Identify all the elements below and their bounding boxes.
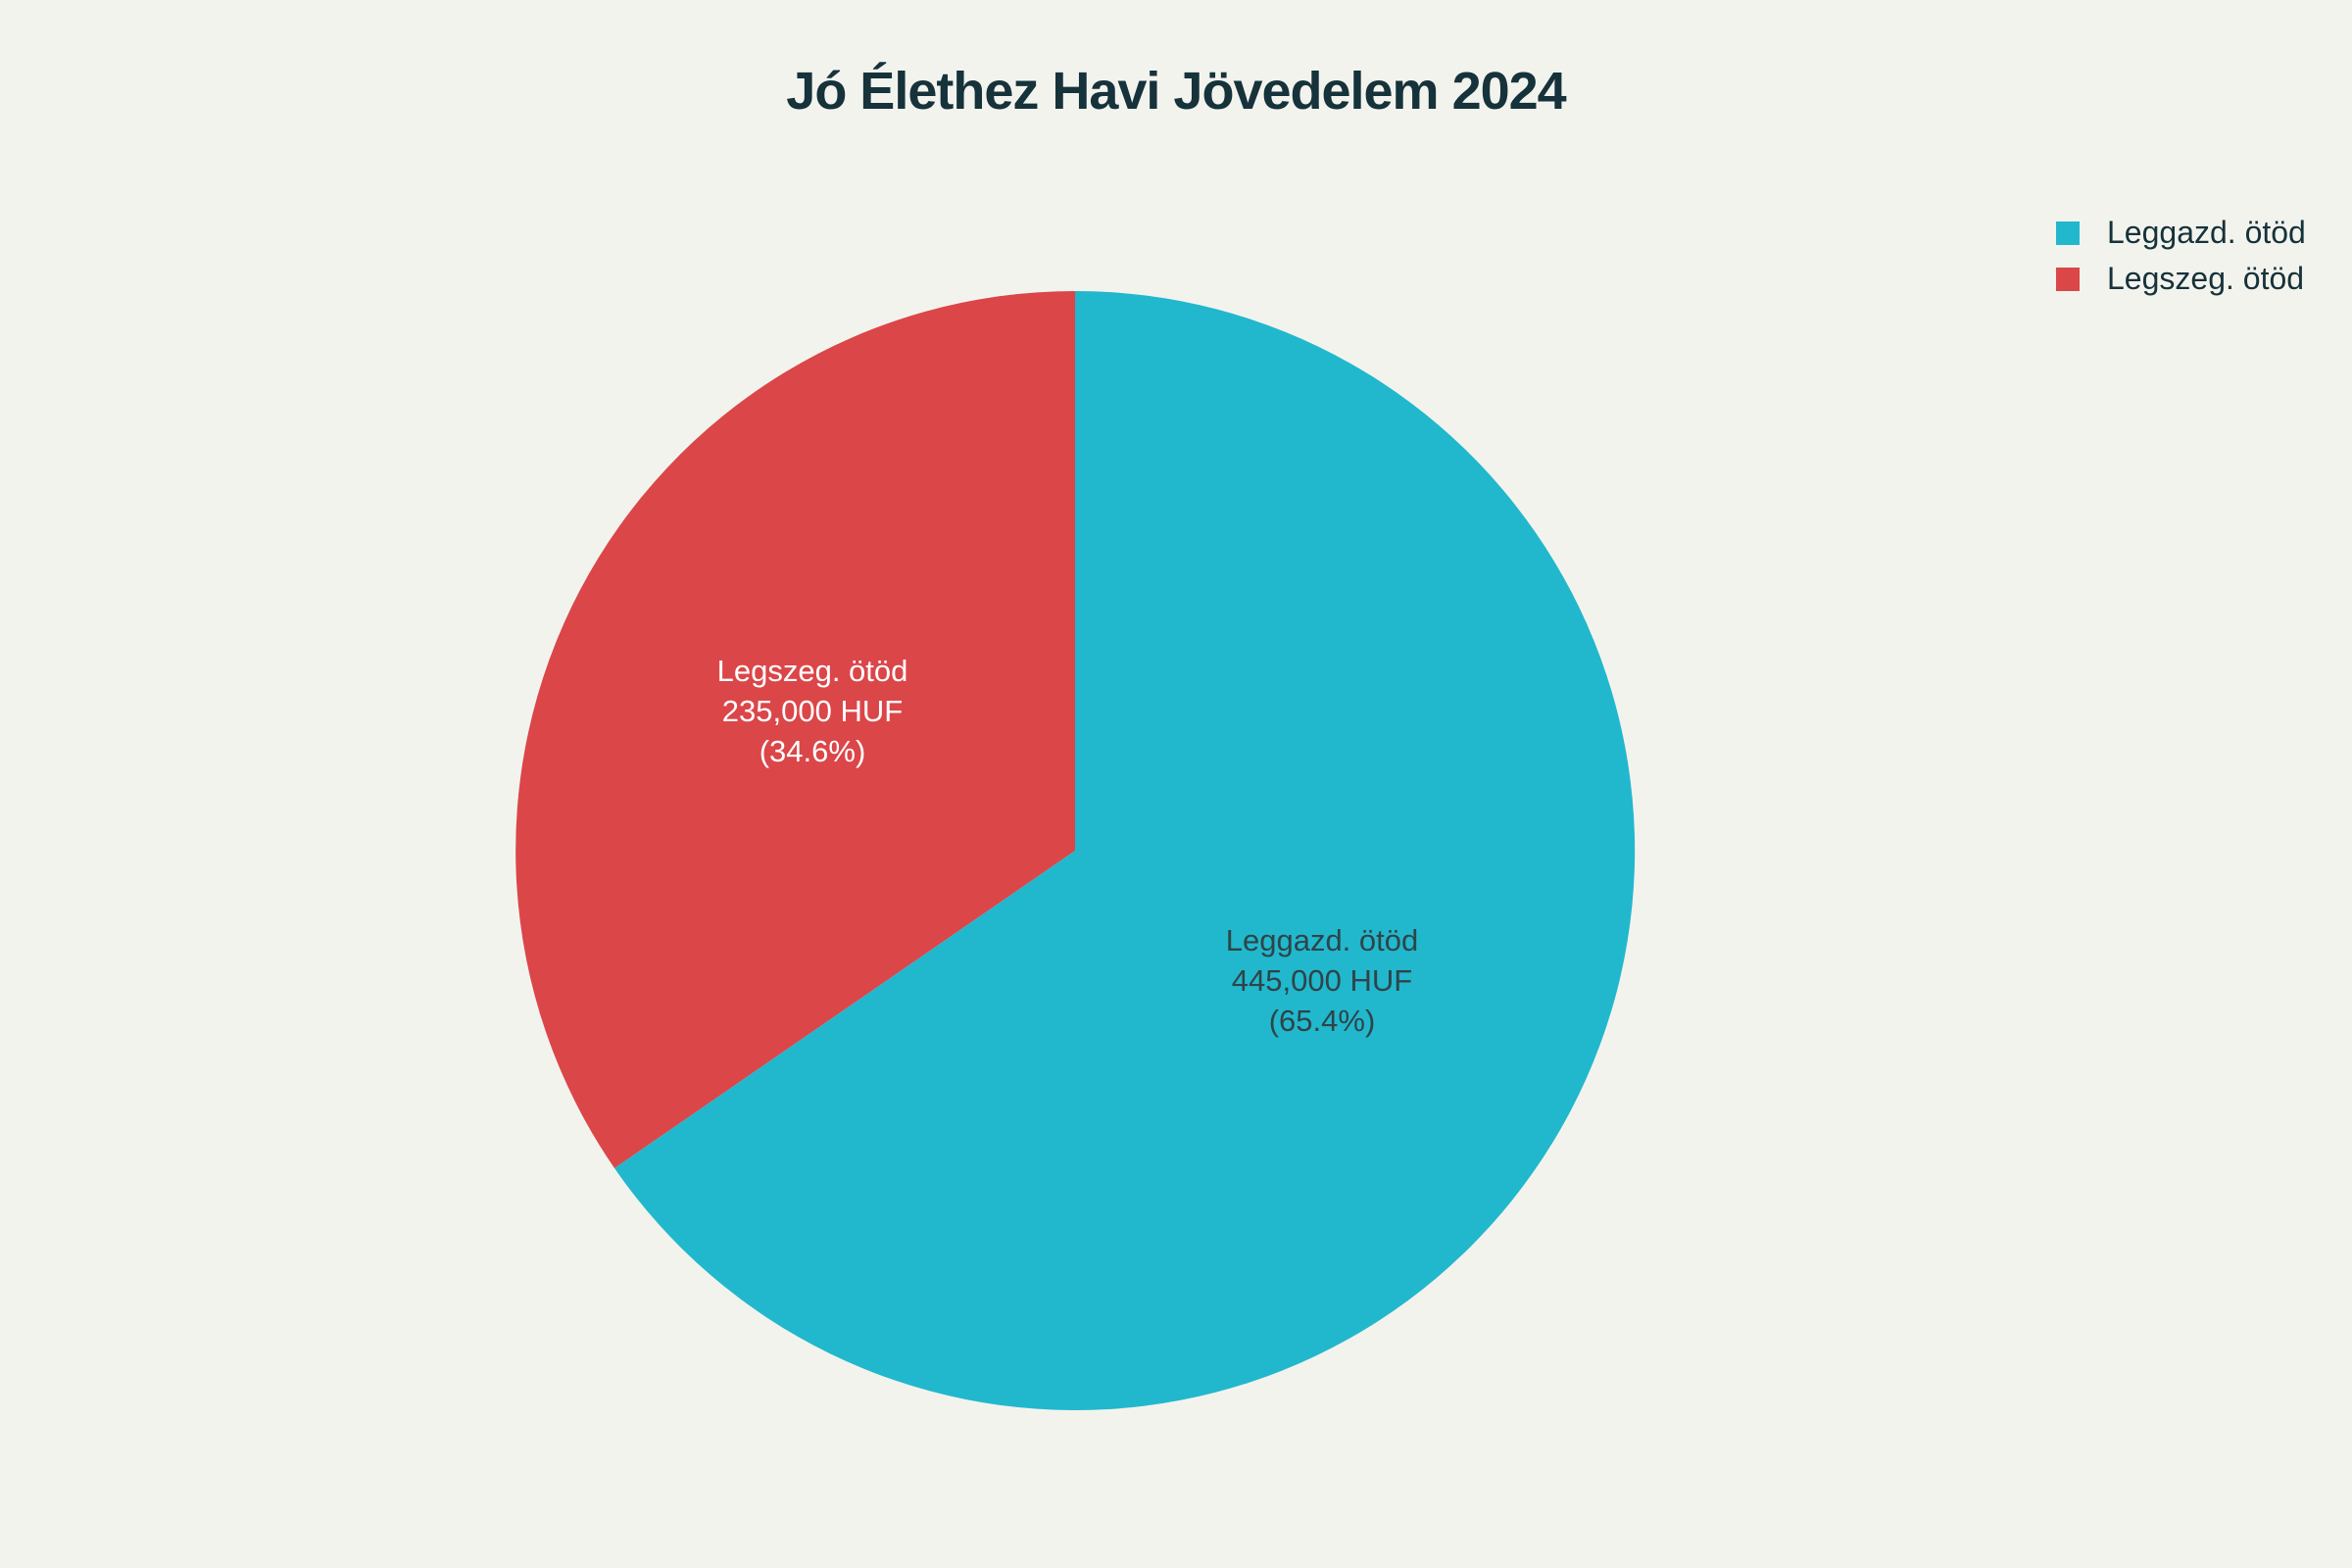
- legend-item-legszeg[interactable]: Legszeg. ötöd: [2056, 256, 2306, 302]
- slice-label-leggazd: Leggazd. ötöd 445,000 HUF (65.4%): [1226, 920, 1419, 1041]
- slice-value: 235,000 HUF: [721, 694, 904, 728]
- pie-slice-leggazd[interactable]: [614, 290, 1636, 1410]
- chart-title: Jó Élethez Havi Jövedelem 2024: [786, 62, 1566, 121]
- slice-value: 445,000 HUF: [1231, 963, 1413, 998]
- slice-label-legszeg: Legszeg. ötöd 235,000 HUF (34.6%): [717, 651, 908, 771]
- slice-name: Leggazd. ötöd: [1225, 923, 1419, 957]
- legend-label: Leggazd. ötöd: [2107, 215, 2306, 250]
- legend-label: Legszeg. ötöd: [2107, 261, 2305, 296]
- pie-slice-legszeg[interactable]: [515, 291, 1075, 1168]
- legend-swatch-icon: [2056, 267, 2080, 291]
- legend: Leggazd. ötöd Legszeg. ötöd: [2056, 210, 2306, 302]
- legend-item-leggazd[interactable]: Leggazd. ötöd: [2056, 210, 2306, 256]
- slice-percent: (34.6%): [759, 734, 866, 768]
- slice-percent: (65.4%): [1268, 1004, 1376, 1038]
- slice-name: Legszeg. ötöd: [716, 654, 908, 688]
- legend-swatch-icon: [2056, 220, 2080, 245]
